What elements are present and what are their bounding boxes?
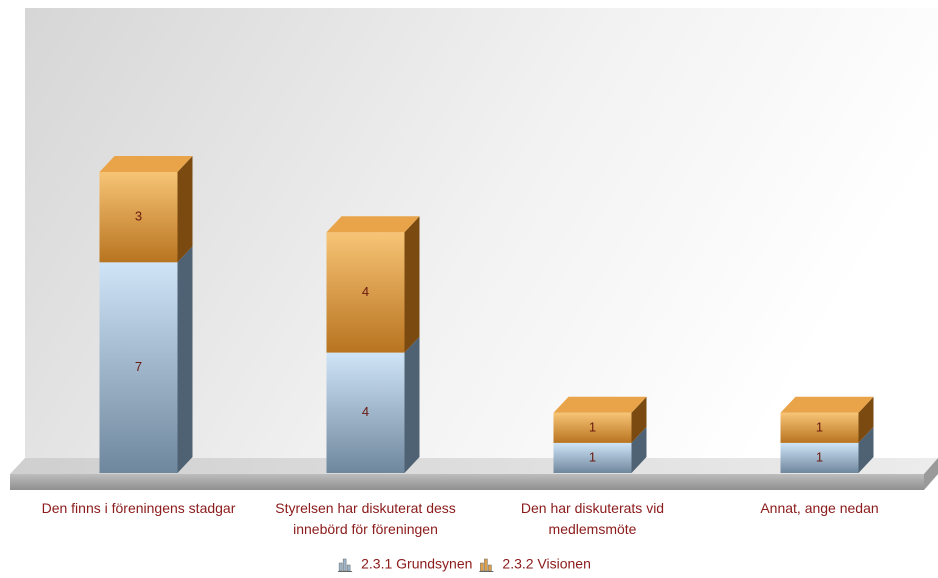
bar-side [631, 396, 647, 443]
bar-side [177, 156, 193, 263]
bar-top [553, 396, 647, 413]
bar [780, 412, 859, 443]
value-label: 1 [589, 419, 596, 434]
bar-side [858, 426, 874, 473]
value-label: 1 [816, 449, 823, 464]
value-label: 4 [362, 284, 369, 299]
bar [553, 412, 632, 443]
bar-side [858, 396, 874, 443]
floor-top [10, 458, 938, 474]
bar [99, 262, 178, 473]
legend-icon [338, 558, 353, 572]
legend-label: 2.3.2 Visionen [502, 556, 590, 572]
bar [326, 352, 405, 473]
bar-side [631, 426, 647, 473]
value-label: 3 [135, 209, 142, 224]
value-label: 1 [589, 449, 596, 464]
floor-front [10, 474, 924, 490]
bar-side [404, 336, 420, 473]
legend-icon-bar [480, 562, 484, 572]
x-tick-label: Styrelsen har diskuterat dess innebörd fö… [275, 500, 456, 537]
value-label: 7 [135, 359, 142, 374]
legend-label: 2.3.1 Grundsynen [361, 556, 472, 572]
bar-side [404, 216, 420, 353]
x-tick-label: Annat, ange nedan [760, 500, 878, 516]
legend-icon-bar [484, 558, 488, 572]
value-label: 4 [362, 404, 369, 419]
legend-icon [479, 558, 494, 572]
bar [553, 442, 632, 473]
x-tick-label: Den har diskuterats vid medlemsmöte [521, 500, 664, 537]
legend-icon-bar [488, 564, 492, 572]
bar [99, 172, 178, 263]
bar-side [177, 246, 193, 473]
bar-top [780, 396, 874, 413]
bar-top [326, 216, 420, 233]
floor-side [924, 458, 938, 490]
bar [326, 232, 405, 353]
bar [780, 442, 859, 473]
value-label: 1 [816, 419, 823, 434]
legend-icon-bar [342, 558, 347, 572]
x-tick-label: Den finns i föreningens stadgar [42, 500, 236, 516]
bar-top [99, 156, 193, 172]
legend-icon-bar [346, 564, 351, 572]
legend-icon-bar [338, 562, 343, 572]
